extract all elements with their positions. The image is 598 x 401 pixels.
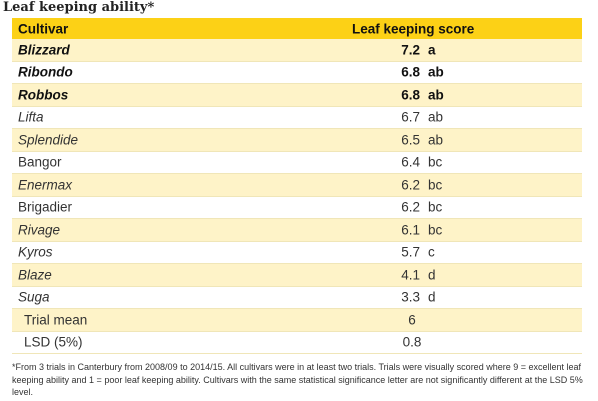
- title: Leaf keeping ability*: [3, 0, 155, 15]
- group-cell: d: [428, 267, 436, 283]
- summary-value: 6: [408, 312, 416, 328]
- summary-label: LSD (5%): [24, 334, 83, 350]
- summary-value: 0.8: [402, 334, 422, 350]
- group-cell: d: [428, 289, 436, 305]
- score-cell: 6.7: [401, 109, 420, 125]
- group-cell: bc: [428, 177, 443, 193]
- table-row: Blaze 4.1 d: [12, 264, 582, 287]
- score-cell: 6.1: [401, 222, 420, 238]
- cultivar-cell: Splendide: [18, 132, 79, 148]
- score-cell: 3.3: [401, 289, 420, 305]
- group-cell: c: [428, 244, 435, 260]
- table: Cultivar Leaf keeping score Blizzard 7.2 a…: [12, 18, 582, 354]
- score-cell: 6.8: [401, 87, 420, 103]
- score-cell: 4.1: [401, 267, 420, 283]
- score-cell: 6.2: [401, 177, 420, 193]
- score-cell: 6.5: [401, 132, 420, 148]
- cultivar-cell: Blizzard: [18, 42, 70, 58]
- table-row: Blizzard 7.2 a: [12, 39, 582, 62]
- score-cell: 6.2: [401, 199, 420, 215]
- group-cell: a: [428, 42, 436, 58]
- table-row: Splendide 6.5 ab: [12, 129, 582, 152]
- cultivar-cell: Robbos: [18, 87, 69, 103]
- summary-label: Trial mean: [24, 312, 88, 328]
- score-cell: 7.2: [401, 42, 420, 58]
- summary-row: Trial mean 6: [12, 309, 582, 332]
- table-row: Suga 3.3 d: [12, 287, 582, 309]
- table-row: Robbos 6.8 ab: [12, 84, 582, 107]
- group-cell: bc: [428, 199, 443, 215]
- group-cell: bc: [428, 154, 443, 170]
- cultivar-cell: Rivage: [18, 222, 61, 238]
- cultivar-cell: Bangor: [18, 154, 62, 170]
- cultivar-cell: Brigadier: [18, 199, 73, 215]
- group-cell: ab: [428, 64, 444, 80]
- cultivar-cell: Lifta: [18, 109, 44, 125]
- table-row: Lifta 6.7 ab: [12, 107, 582, 129]
- table-row: Bangor 6.4 bc: [12, 152, 582, 174]
- cultivar-cell: Suga: [18, 289, 50, 305]
- score-cell: 6.4: [401, 154, 420, 170]
- footnote: *From 3 trials in Canterbury from 2008/0…: [12, 362, 583, 397]
- group-cell: bc: [428, 222, 443, 238]
- table-row: Rivage 6.1 bc: [12, 219, 582, 242]
- summary-row: LSD (5%) 0.8: [12, 332, 582, 354]
- table-row: Ribondo 6.8 ab: [12, 62, 582, 84]
- header-row: Cultivar Leaf keeping score: [12, 18, 582, 39]
- table-row: Brigadier 6.2 bc: [12, 197, 582, 219]
- table-row: Kyros 5.7 c: [12, 242, 582, 264]
- cultivar-cell: Kyros: [18, 244, 53, 260]
- group-cell: ab: [428, 109, 444, 125]
- group-cell: ab: [428, 87, 444, 103]
- header-cell: Cultivar: [18, 21, 69, 36]
- score-cell: 5.7: [401, 244, 420, 260]
- header-cell: Leaf keeping score: [352, 21, 475, 36]
- cultivar-cell: Blaze: [18, 267, 52, 283]
- cultivar-cell: Ribondo: [18, 64, 73, 80]
- cultivar-cell: Enermax: [18, 177, 73, 193]
- table-row: Enermax 6.2 bc: [12, 174, 582, 197]
- group-cell: ab: [428, 132, 444, 148]
- score-cell: 6.8: [401, 64, 420, 80]
